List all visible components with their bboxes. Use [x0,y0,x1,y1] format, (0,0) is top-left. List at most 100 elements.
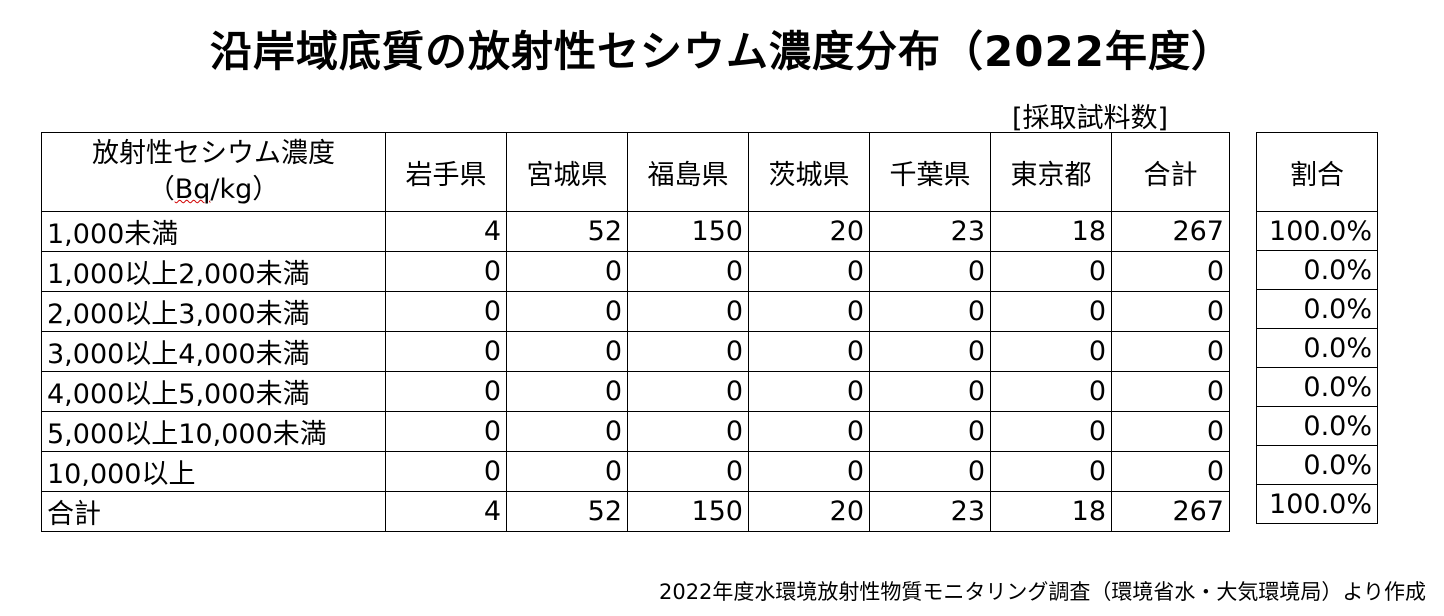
table-cell: 23 [869,491,991,532]
table-cell: 20 [748,211,870,252]
ratio-row: 0.0% [1256,250,1378,290]
header-concentration: 放射性セシウム濃度 （Bq/kg） [41,132,386,212]
table-cell: 52 [506,491,628,532]
table-cell: 0 [748,291,870,332]
table-cell: 0 [506,411,628,452]
header-total: 合計 [1111,132,1230,212]
table-row: 2,000以上3,000未満 0 0 0 0 0 0 0 [41,291,1230,332]
table-cell: 0 [869,251,991,292]
table-cell: 0 [627,411,749,452]
table-cell: 0 [506,251,628,292]
table-cell: 267 [1111,211,1230,252]
table-cell: 0 [990,291,1112,332]
table-cell: 0 [385,451,507,492]
table-cell: 0 [748,251,870,292]
table-cell: 0 [990,371,1112,412]
header-chiba: 千葉県 [869,132,991,212]
table-row: 1,000未満 4 52 150 20 23 18 267 [41,211,1230,252]
header-tokyo: 東京都 [990,132,1112,212]
table-cell: 0 [627,251,749,292]
header-miyagi: 宮城県 [506,132,628,212]
table-cell: 0 [385,251,507,292]
table-cell: 0 [869,331,991,372]
header-fukushima: 福島県 [627,132,749,212]
row-label: 5,000以上10,000未満 [41,411,386,452]
row-label: 4,000以上5,000未満 [41,371,386,412]
table-cell: 0 [506,371,628,412]
table-cell: 0 [869,451,991,492]
header-unit-bq: Bq [174,174,211,205]
row-label: 1,000以上2,000未満 [41,251,386,292]
table-cell: 0 [627,371,749,412]
ratio-cell: 0.0% [1256,445,1378,485]
table-cell: 0 [990,331,1112,372]
table-cell: 4 [385,211,507,252]
table-cell: 0 [1111,251,1230,292]
header-ratio: 割合 [1256,132,1378,212]
ratio-cell: 0.0% [1256,367,1378,407]
table-cell: 0 [990,251,1112,292]
table-cell: 0 [385,291,507,332]
table-cell: 4 [385,491,507,532]
table-cell: 23 [869,211,991,252]
table-cell: 0 [506,291,628,332]
table-row: 合計 4 52 150 20 23 18 267 [41,491,1230,532]
unit-label: [採取試料数] [1012,103,1169,134]
row-label: 3,000以上4,000未満 [41,331,386,372]
header-unit-close: /kg） [210,174,280,205]
ratio-cell: 100.0% [1256,211,1378,251]
ratio-row: 0.0% [1256,406,1378,446]
table-cell: 0 [869,411,991,452]
table-cell: 0 [1111,451,1230,492]
table-cell: 0 [869,291,991,332]
table-cell: 0 [1111,371,1230,412]
page-title: 沿岸域底質の放射性セシウム濃度分布（2022年度） [210,27,1234,76]
table-cell: 0 [748,411,870,452]
table-cell: 0 [506,451,628,492]
table-cell: 0 [506,331,628,372]
table-cell: 0 [385,331,507,372]
ratio-row: 0.0% [1256,289,1378,329]
table-cell: 0 [627,451,749,492]
table-cell: 20 [748,491,870,532]
table-cell: 0 [748,371,870,412]
table-cell: 0 [385,411,507,452]
ratio-row: 0.0% [1256,328,1378,368]
table-row: 4,000以上5,000未満 0 0 0 0 0 0 0 [41,371,1230,412]
sample-count-table: 放射性セシウム濃度 （Bq/kg） 岩手県 宮城県 福島県 茨城県 千葉県 東京… [41,132,1230,532]
row-label: 合計 [41,491,386,532]
ratio-table: 割合 100.0% 0.0% 0.0% 0.0% 0.0% 0.0% 0.0% 100.0% [1256,132,1378,524]
ratio-row: 100.0% [1256,484,1378,524]
table-cell: 267 [1111,491,1230,532]
ratio-row: 100.0% [1256,211,1378,251]
table-cell: 18 [990,491,1112,532]
table-row: 1,000以上2,000未満 0 0 0 0 0 0 0 [41,251,1230,292]
table-cell: 150 [627,491,749,532]
ratio-row: 0.0% [1256,367,1378,407]
table-cell: 0 [869,371,991,412]
table-cell: 0 [385,371,507,412]
row-label: 10,000以上 [41,451,386,492]
table-cell: 0 [990,451,1112,492]
table-cell: 0 [990,411,1112,452]
table-cell: 150 [627,211,749,252]
table-cell: 0 [748,451,870,492]
ratio-row: 0.0% [1256,445,1378,485]
table-row: 5,000以上10,000未満 0 0 0 0 0 0 0 [41,411,1230,452]
table-cell: 18 [990,211,1112,252]
header-concentration-line1: 放射性セシウム濃度 [92,138,335,169]
table-cell: 0 [627,291,749,332]
ratio-cell: 0.0% [1256,328,1378,368]
ratio-cell: 0.0% [1256,406,1378,446]
table-cell: 0 [1111,291,1230,332]
ratio-cell: 0.0% [1256,289,1378,329]
table-cell: 0 [1111,331,1230,372]
table-cell: 0 [748,331,870,372]
header-ibaraki: 茨城県 [748,132,870,212]
header-iwate: 岩手県 [385,132,507,212]
table-row: 10,000以上 0 0 0 0 0 0 0 [41,451,1230,492]
header-unit-open: （ [147,174,175,205]
ratio-cell: 100.0% [1256,484,1378,524]
table-cell: 0 [1111,411,1230,452]
table-row: 3,000以上4,000未満 0 0 0 0 0 0 0 [41,331,1230,372]
